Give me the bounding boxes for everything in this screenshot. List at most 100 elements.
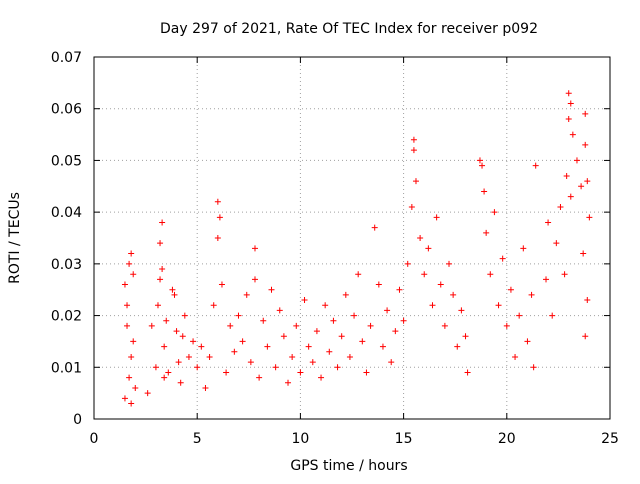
- x-tick-label: 15: [395, 431, 413, 447]
- data-point: [565, 90, 572, 97]
- data-point: [516, 312, 523, 319]
- data-point: [289, 353, 296, 360]
- data-point: [157, 276, 164, 283]
- data-point: [169, 286, 176, 293]
- data-point: [421, 271, 428, 278]
- data-point: [154, 302, 161, 309]
- y-tick-label: 0: [73, 412, 82, 428]
- data-point: [437, 281, 444, 288]
- y-tick-label: 0.03: [51, 257, 82, 273]
- data-point: [396, 286, 403, 293]
- data-point: [388, 359, 395, 366]
- data-point: [330, 317, 337, 324]
- data-point: [231, 348, 238, 355]
- data-point: [363, 369, 370, 376]
- data-point: [159, 266, 166, 273]
- data-point: [410, 147, 417, 154]
- data-point: [148, 322, 155, 329]
- data-point: [371, 224, 378, 231]
- data-point: [481, 188, 488, 195]
- data-point: [441, 322, 448, 329]
- data-point: [285, 379, 292, 386]
- data-point: [126, 260, 133, 267]
- data-point: [569, 131, 576, 138]
- data-point: [163, 317, 170, 324]
- data-point: [375, 281, 382, 288]
- data-point: [218, 281, 225, 288]
- data-point: [206, 353, 213, 360]
- data-point: [543, 276, 550, 283]
- data-point: [379, 343, 386, 350]
- data-point: [276, 307, 283, 314]
- data-point: [520, 245, 527, 252]
- data-point: [549, 312, 556, 319]
- data-point: [479, 162, 486, 169]
- y-tick-label: 0.05: [51, 153, 82, 169]
- data-point: [256, 374, 263, 381]
- data-point: [392, 328, 399, 335]
- y-tick-label: 0.02: [51, 309, 82, 325]
- data-point: [499, 255, 506, 262]
- data-point: [342, 291, 349, 298]
- data-point: [433, 214, 440, 221]
- data-point: [462, 333, 469, 340]
- data-point: [476, 157, 483, 164]
- data-point: [309, 359, 316, 366]
- data-point: [580, 250, 587, 257]
- data-point: [512, 353, 519, 360]
- data-point: [128, 250, 135, 257]
- data-point: [582, 110, 589, 117]
- data-point: [171, 291, 178, 298]
- data-point: [121, 395, 128, 402]
- data-point: [582, 141, 589, 148]
- data-point: [400, 317, 407, 324]
- data-point: [165, 369, 172, 376]
- y-tick-label: 0.07: [51, 50, 82, 66]
- data-point: [338, 333, 345, 340]
- data-point: [573, 157, 580, 164]
- data-point: [210, 302, 217, 309]
- data-point: [179, 333, 186, 340]
- data-point: [412, 178, 419, 185]
- data-point: [198, 343, 205, 350]
- data-point: [152, 364, 159, 371]
- data-point: [214, 198, 221, 205]
- data-point: [561, 271, 568, 278]
- data-point: [239, 338, 246, 345]
- data-point: [126, 374, 133, 381]
- data-point: [121, 281, 128, 288]
- chart-title: Day 297 of 2021, Rate Of TEC Index for r…: [160, 21, 538, 37]
- data-point: [355, 271, 362, 278]
- data-point: [557, 203, 564, 210]
- data-point: [181, 312, 188, 319]
- data-point: [260, 317, 267, 324]
- data-point: [293, 322, 300, 329]
- data-point: [367, 322, 374, 329]
- y-tick-label: 0.01: [51, 360, 82, 376]
- data-point: [264, 343, 271, 350]
- data-point: [124, 302, 131, 309]
- data-point: [313, 328, 320, 335]
- data-point: [202, 384, 209, 391]
- data-point: [410, 136, 417, 143]
- data-point: [144, 390, 151, 397]
- data-point: [272, 364, 279, 371]
- data-point: [223, 369, 230, 376]
- data-point: [563, 172, 570, 179]
- data-point: [322, 302, 329, 309]
- data-point: [268, 286, 275, 293]
- data-point: [305, 343, 312, 350]
- axis-ticks: [93, 56, 611, 420]
- data-point: [450, 291, 457, 298]
- data-point: [301, 297, 308, 304]
- data-point: [567, 100, 574, 107]
- x-tick-label: 0: [90, 431, 99, 447]
- x-tick-label: 20: [498, 431, 516, 447]
- x-tick-label: 10: [291, 431, 309, 447]
- data-point: [346, 353, 353, 360]
- data-point: [251, 245, 258, 252]
- data-point: [487, 271, 494, 278]
- data-point: [359, 338, 366, 345]
- data-point: [408, 203, 415, 210]
